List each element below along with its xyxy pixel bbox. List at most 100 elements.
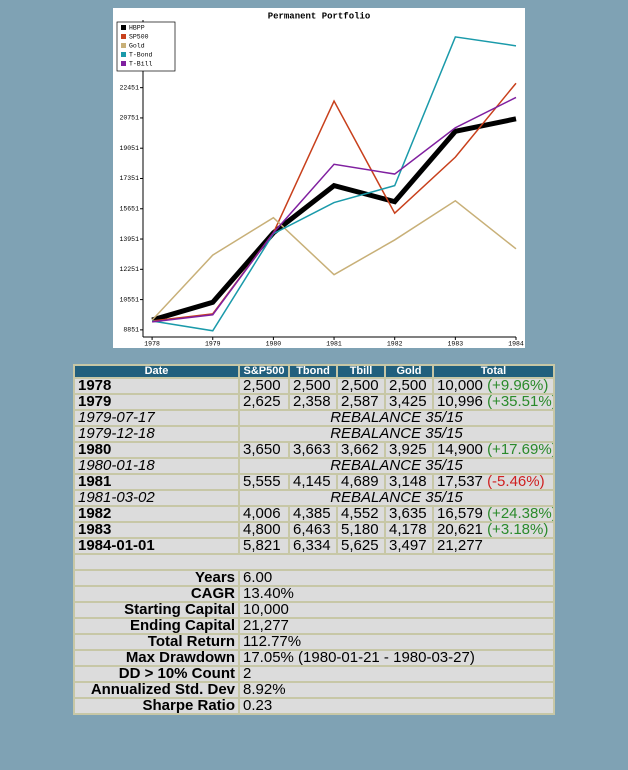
- date-cell: 1984-01-01: [73, 537, 240, 555]
- asset-value: 2,500: [238, 377, 290, 395]
- date-cell: 1979: [73, 393, 240, 411]
- series-line: [151, 116, 517, 323]
- rebalance-note: REBALANCE 35/15: [238, 425, 555, 443]
- y-tick-label: 22451: [119, 84, 139, 91]
- legend-swatch: [121, 61, 126, 66]
- total-change: (+35.51%): [487, 394, 554, 410]
- stat-label: CAGR: [73, 585, 240, 603]
- series-line: [151, 36, 517, 332]
- stat-value: 2: [238, 665, 555, 683]
- rebalance-note: REBALANCE 35/15: [238, 457, 555, 475]
- column-header: Tbond: [288, 364, 338, 379]
- column-header: Total: [432, 364, 555, 379]
- stat-row: Sharpe Ratio 0.23: [73, 697, 555, 715]
- y-tick-label: 8851: [123, 327, 139, 334]
- date-cell: 1980: [73, 441, 240, 459]
- date-cell: 1981-03-02: [73, 489, 240, 507]
- total-change: (+3.18%): [487, 522, 549, 538]
- data-row: 1982 4,006 4,385 4,552 3,635 16,579 (+24.38%): [73, 505, 555, 523]
- total-cell: 17,537 (-5.46%): [432, 473, 555, 491]
- total-cell: 21,277: [432, 537, 555, 555]
- asset-value: 4,800: [238, 521, 290, 539]
- y-tick-label: 10551: [119, 296, 139, 303]
- total-change: (+9.96%): [487, 378, 549, 394]
- date-cell: 1978: [73, 377, 240, 395]
- stat-value: 8.92%: [238, 681, 555, 699]
- total-value: 21,277: [437, 538, 483, 554]
- asset-value: 5,625: [336, 537, 386, 555]
- stat-row: Starting Capital 10,000: [73, 601, 555, 619]
- x-tick-label: 1981: [326, 341, 342, 348]
- x-tick-label: 1979: [205, 341, 221, 348]
- data-row: 1981 5,555 4,145 4,689 3,148 17,537 (-5.46%): [73, 473, 555, 491]
- stat-row: CAGR 13.40%: [73, 585, 555, 603]
- column-header: Gold: [384, 364, 434, 379]
- chart: Permanent Portfolio 8851 10551 12251 13951 1…: [113, 8, 525, 348]
- stat-value: 17.05% (1980-01-21 - 1980-03-27): [238, 649, 555, 667]
- total-cell: 16,579 (+24.38%): [432, 505, 555, 523]
- legend-swatch: [121, 52, 126, 57]
- data-row: 1983 4,800 6,463 5,180 4,178 20,621 (+3.18%): [73, 521, 555, 539]
- asset-value: 2,500: [288, 377, 338, 395]
- stat-row: DD > 10% Count 2: [73, 665, 555, 683]
- data-row: 1980-01-18 REBALANCE 35/15: [73, 457, 555, 475]
- stat-label: Total Return: [73, 633, 240, 651]
- table-body: 1978 2,500 2,500 2,500 2,500 10,000 (+9.96%) 1…: [73, 377, 555, 715]
- total-change: (-5.46%): [487, 474, 545, 490]
- stat-row: Total Return 112.77%: [73, 633, 555, 651]
- stat-label: Sharpe Ratio: [73, 697, 240, 715]
- data-row: 1979 2,625 2,358 2,587 3,425 10,996 (+35.51%): [73, 393, 555, 411]
- x-tick-label: 1983: [448, 341, 464, 348]
- column-header: Tbill: [336, 364, 386, 379]
- total-value: 10,996: [437, 394, 483, 410]
- stat-value: 6.00: [238, 569, 555, 587]
- asset-value: 6,463: [288, 521, 338, 539]
- stat-label: Annualized Std. Dev: [73, 681, 240, 699]
- stat-value: 112.77%: [238, 633, 555, 651]
- stat-label: Years: [73, 569, 240, 587]
- stat-label: Max Drawdown: [73, 649, 240, 667]
- asset-value: 3,635: [384, 505, 434, 523]
- total-value: 17,537: [437, 474, 483, 490]
- asset-value: 5,821: [238, 537, 290, 555]
- stat-label: Ending Capital: [73, 617, 240, 635]
- asset-value: 2,500: [384, 377, 434, 395]
- legend-label: T-Bill: [129, 61, 153, 68]
- stat-label: DD > 10% Count: [73, 665, 240, 683]
- legend-label: Gold: [129, 43, 145, 50]
- asset-value: 4,145: [288, 473, 338, 491]
- total-value: 14,900: [437, 442, 483, 458]
- y-tick-label: 17351: [119, 175, 139, 182]
- stat-row: Years 6.00: [73, 569, 555, 587]
- date-cell: 1981: [73, 473, 240, 491]
- legend-label: HBPP: [129, 25, 145, 32]
- x-tick-label: 1978: [144, 341, 160, 348]
- header-row: Date S&P500 Tbond Tbill Gold Total: [73, 364, 555, 379]
- legend-label: T-Bond: [129, 52, 153, 59]
- asset-value: 2,587: [336, 393, 386, 411]
- legend-swatch: [121, 34, 126, 39]
- legend-label: SP500: [129, 34, 149, 41]
- total-value: 20,621: [437, 522, 483, 538]
- date-cell: 1979-12-18: [73, 425, 240, 443]
- rebalance-note: REBALANCE 35/15: [238, 409, 555, 427]
- rebalance-note: REBALANCE 35/15: [238, 489, 555, 507]
- y-tick-label: 13951: [119, 236, 139, 243]
- legend-swatch: [121, 25, 126, 30]
- stat-value: 13.40%: [238, 585, 555, 603]
- portfolio-table: Date S&P500 Tbond Tbill Gold Total 1978 2,500 2…: [73, 364, 555, 715]
- asset-value: 3,497: [384, 537, 434, 555]
- asset-value: 3,650: [238, 441, 290, 459]
- asset-value: 4,385: [288, 505, 338, 523]
- y-tick-label: 12251: [119, 266, 139, 273]
- column-header: Date: [73, 364, 240, 379]
- data-row: 1979-07-17 REBALANCE 35/15: [73, 409, 555, 427]
- total-cell: 10,996 (+35.51%): [432, 393, 555, 411]
- stat-value: 0.23: [238, 697, 555, 715]
- stat-row: Ending Capital 21,277: [73, 617, 555, 635]
- asset-value: 3,663: [288, 441, 338, 459]
- y-tick-label: 15651: [119, 205, 139, 212]
- asset-value: 2,500: [336, 377, 386, 395]
- date-cell: 1983: [73, 521, 240, 539]
